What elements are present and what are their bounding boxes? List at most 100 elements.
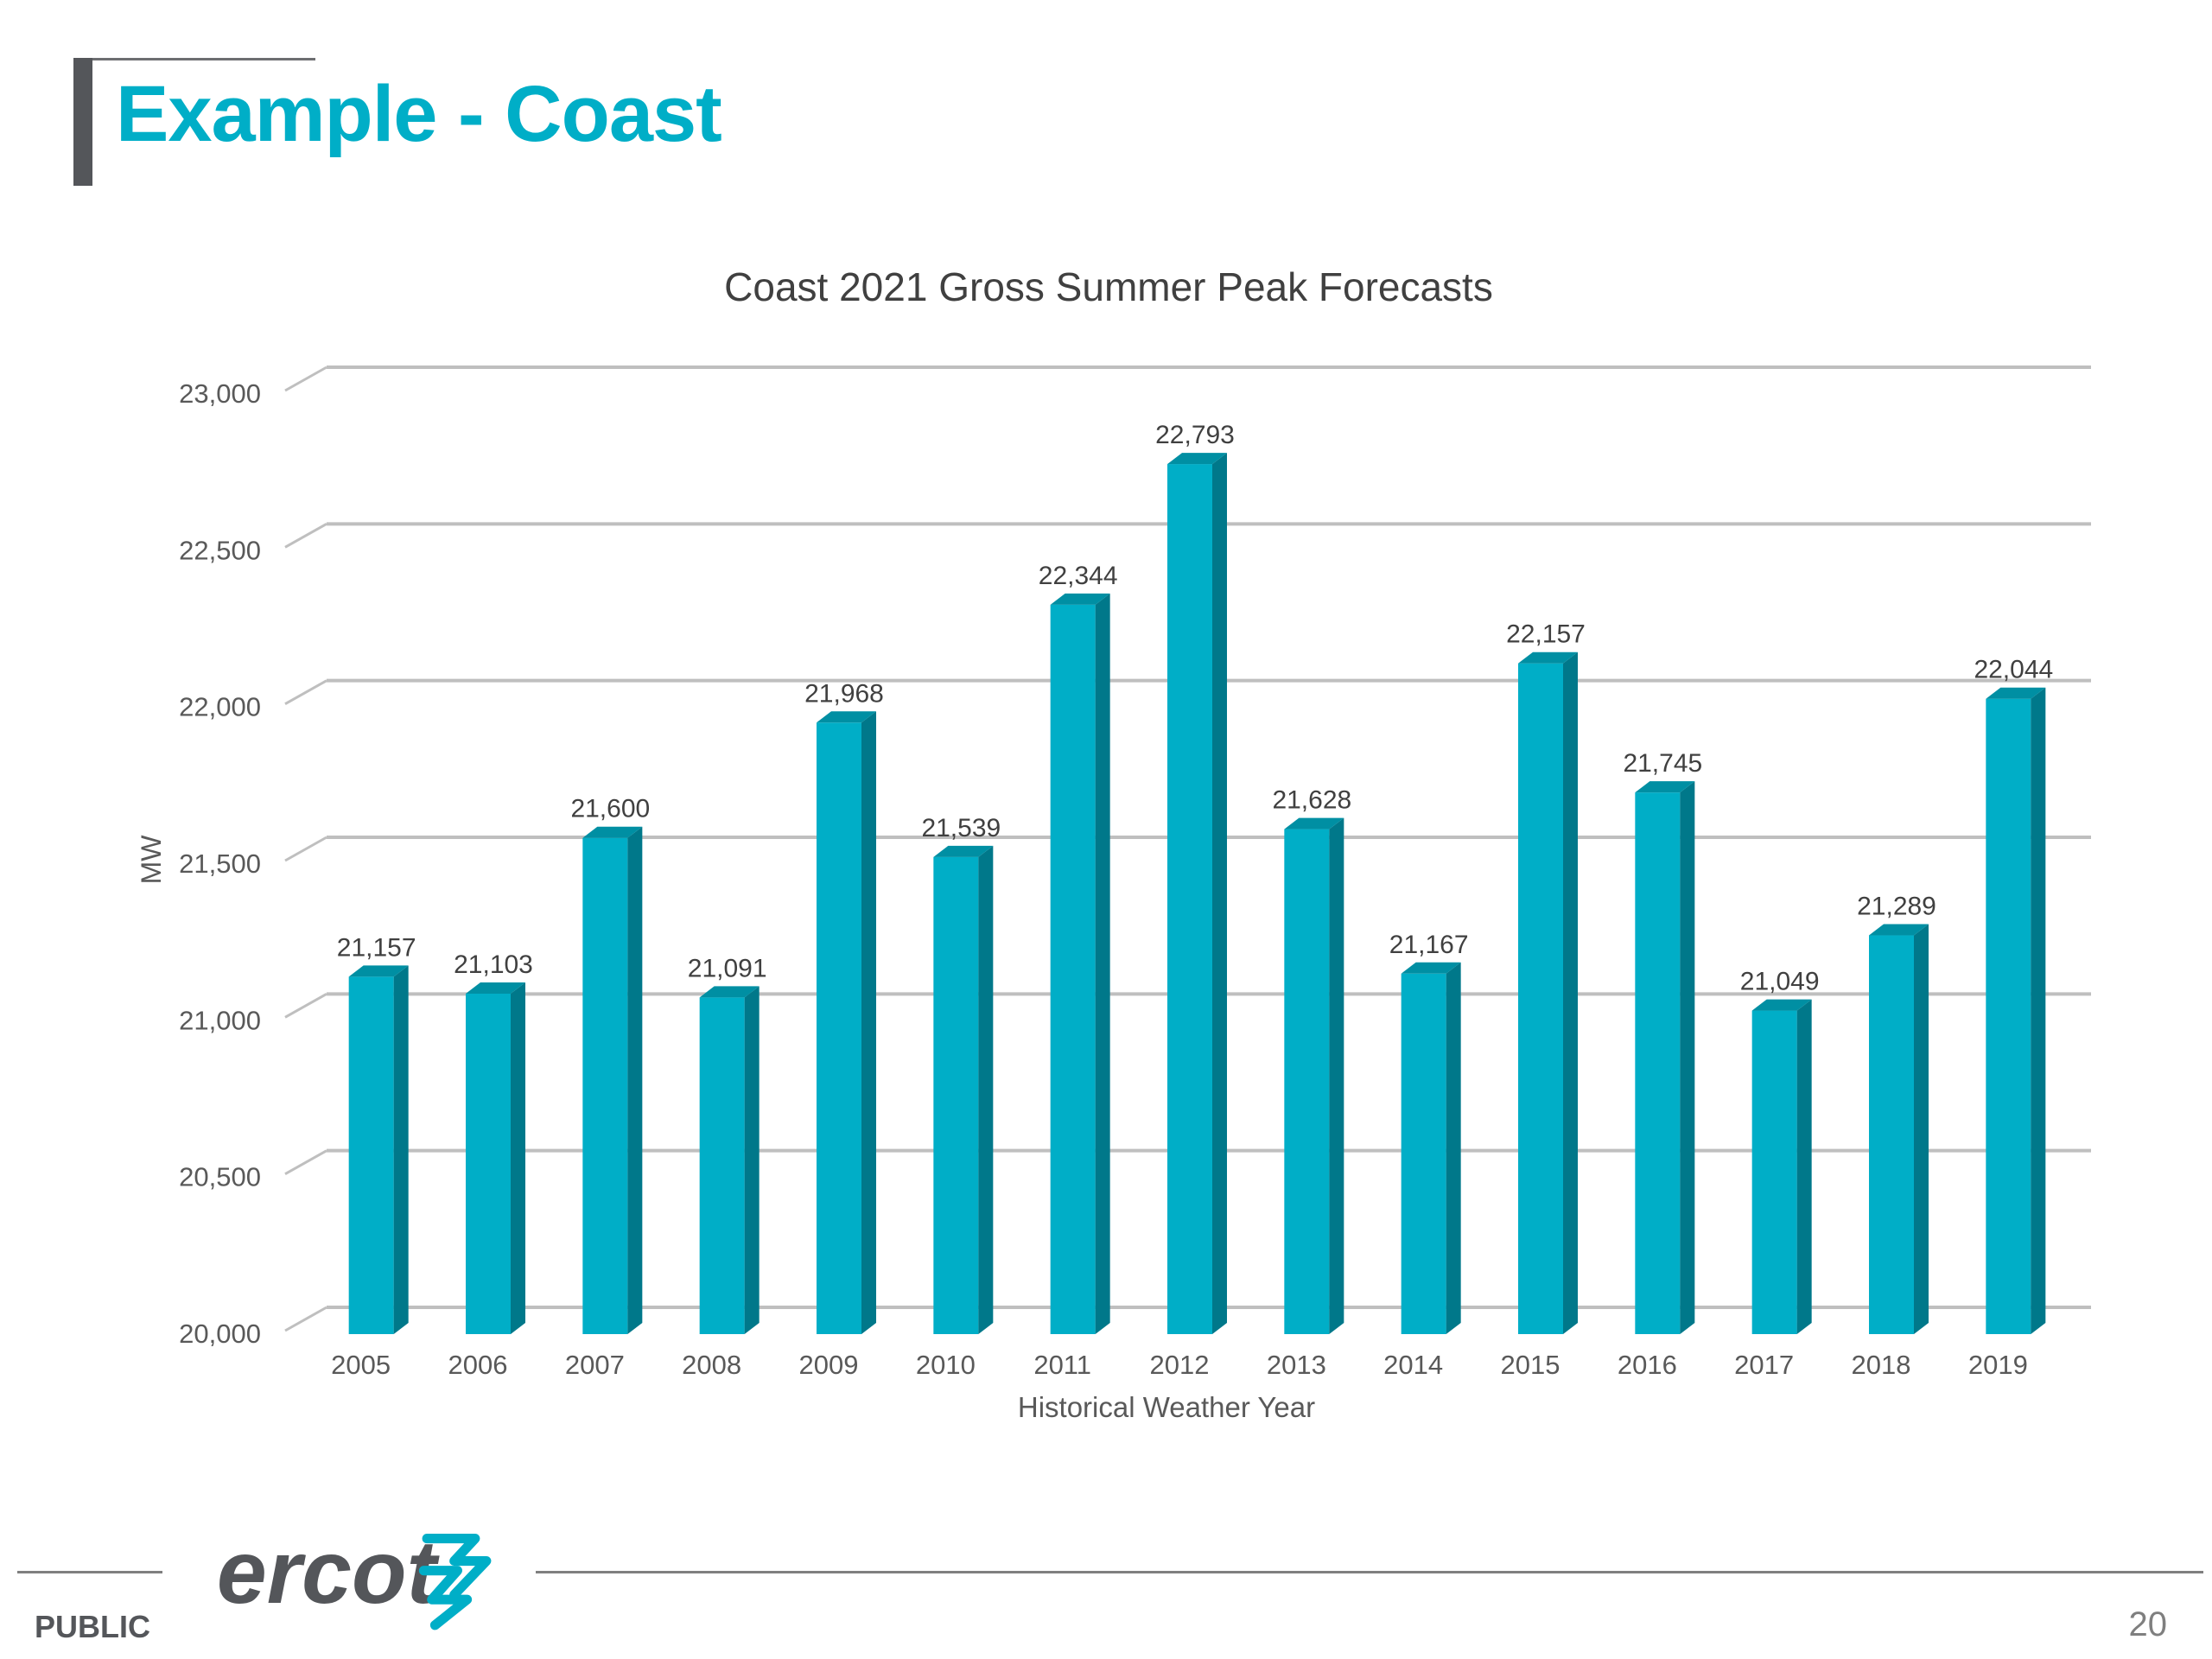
bar-top: [1986, 687, 2046, 699]
bar-side: [1095, 593, 1110, 1334]
bar: [699, 997, 745, 1334]
data-label: 21,103: [454, 950, 533, 979]
bar: [1518, 663, 1563, 1334]
y-tick-label: 22,500: [179, 535, 261, 565]
bar-side: [1329, 817, 1344, 1334]
data-label: 21,600: [570, 795, 650, 823]
bar-top: [1401, 962, 1461, 974]
x-tick-label: 2016: [1618, 1350, 1677, 1380]
bar-top: [582, 826, 643, 838]
bar-top: [348, 965, 409, 977]
data-label: 21,091: [688, 954, 767, 982]
y-tick-label: 20,000: [179, 1319, 261, 1349]
slide-title: Example - Coast: [116, 70, 722, 158]
data-label: 22,157: [1506, 620, 1586, 649]
ercot-logo: ercot: [217, 1522, 492, 1630]
page-number: 20: [2128, 1605, 2168, 1643]
x-tick-label: 2006: [448, 1350, 508, 1380]
x-tick-label: 2005: [331, 1350, 391, 1380]
bar-top: [1167, 453, 1227, 465]
x-tick-label: 2009: [799, 1350, 859, 1380]
y-axis-title: MW: [136, 835, 167, 885]
bar: [1284, 829, 1330, 1334]
x-tick-label: 2011: [1033, 1350, 1091, 1380]
bar: [1050, 604, 1096, 1334]
gridline-diagonal: [284, 365, 327, 392]
lightning-bolt-icon: [418, 1534, 492, 1630]
data-label: 22,344: [1039, 562, 1118, 590]
x-tick-label: 2008: [682, 1350, 741, 1380]
bar: [817, 722, 861, 1334]
bar: [1869, 935, 1914, 1334]
gridline-diagonal: [284, 1149, 327, 1175]
gridline-diagonal: [284, 993, 327, 1019]
title-accent-bar: [73, 58, 92, 186]
bar-side: [1212, 453, 1227, 1334]
bar-side: [627, 826, 643, 1334]
bar-side: [393, 965, 409, 1334]
y-tick-label: 20,500: [179, 1162, 261, 1192]
bar-top: [1050, 593, 1110, 605]
bar-side: [1563, 652, 1578, 1334]
bar-top: [1869, 924, 1929, 936]
x-tick-label: 2007: [565, 1350, 625, 1380]
y-tick-label: 22,000: [179, 692, 261, 722]
bar-side: [1796, 999, 1812, 1334]
bar-side: [744, 986, 760, 1334]
bar-top: [466, 982, 525, 994]
logo-wordmark: ercot: [217, 1522, 441, 1623]
bar-side: [2031, 687, 2046, 1334]
x-tick-label: 2010: [916, 1350, 976, 1380]
title-accent-line: [73, 58, 315, 60]
x-tick-label: 2013: [1267, 1350, 1326, 1380]
bar-top: [1751, 999, 1812, 1011]
data-label: 21,745: [1623, 749, 1702, 778]
data-label: 22,044: [1974, 656, 2053, 684]
y-tick-label: 23,000: [179, 378, 261, 409]
x-tick-label: 2019: [1968, 1350, 2028, 1380]
bar: [933, 856, 979, 1334]
gridline-diagonal: [284, 1306, 327, 1332]
bar-side: [1680, 781, 1695, 1334]
bar: [1401, 973, 1446, 1334]
bar: [1986, 698, 2031, 1334]
data-label: 22,793: [1155, 421, 1235, 449]
bar: [582, 837, 628, 1334]
bar-top: [1635, 781, 1695, 793]
x-tick-label: 2012: [1150, 1350, 1210, 1380]
bar-top: [817, 711, 876, 723]
x-axis-title: Historical Weather Year: [1018, 1391, 1315, 1423]
data-label: 21,539: [921, 814, 1001, 842]
data-label: 21,167: [1389, 931, 1469, 959]
bar: [1751, 1010, 1797, 1334]
bar-side: [1446, 962, 1461, 1334]
gridline-diagonal: [284, 679, 327, 705]
classification-label: PUBLIC: [35, 1609, 150, 1644]
x-tick-label: 2017: [1734, 1350, 1794, 1380]
bar-top: [1284, 817, 1344, 830]
bar-top: [699, 986, 760, 998]
bar-side: [978, 845, 994, 1334]
bar: [466, 993, 511, 1334]
bar: [1167, 464, 1212, 1334]
x-tick-label: 2014: [1383, 1350, 1443, 1380]
chart-title: Coast 2021 Gross Summer Peak Forecasts: [724, 264, 1493, 309]
bar-side: [861, 711, 876, 1334]
footer-divider-right: [536, 1571, 2203, 1573]
bar: [1635, 792, 1681, 1334]
data-label: 21,049: [1740, 968, 1820, 996]
y-tick-label: 21,500: [179, 849, 261, 879]
data-label: 21,289: [1857, 893, 1936, 921]
x-tick-label: 2018: [1852, 1350, 1911, 1380]
bar-side: [511, 982, 525, 1334]
footer-divider-left: [17, 1571, 162, 1573]
bar-top: [1518, 652, 1578, 664]
gridline-diagonal: [284, 836, 327, 862]
bar-top: [933, 845, 994, 857]
data-label: 21,968: [804, 679, 884, 708]
bar-side: [1914, 924, 1929, 1334]
data-label: 21,157: [337, 933, 416, 962]
gridline-diagonal: [284, 523, 327, 549]
y-tick-label: 21,000: [179, 1005, 261, 1035]
